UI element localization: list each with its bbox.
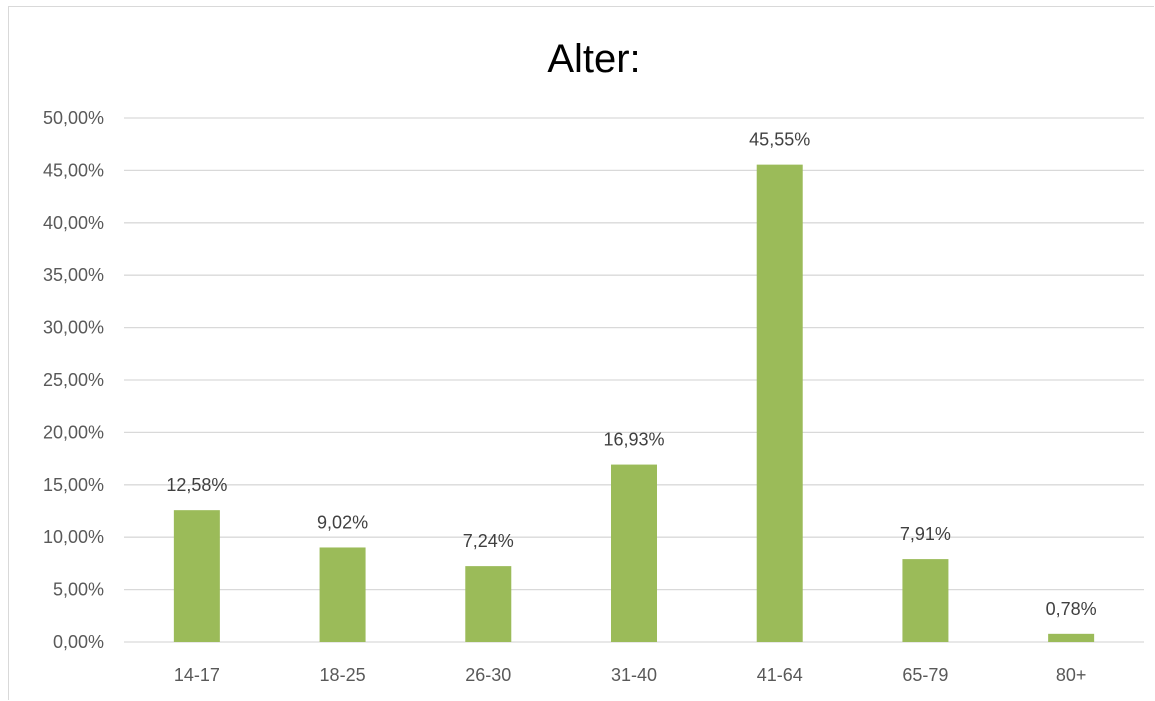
bar-18-25 [319, 547, 366, 642]
y-tick-label: 15,00% [43, 475, 104, 495]
y-tick-label: 40,00% [43, 213, 104, 233]
bar-80+ [1048, 633, 1095, 642]
x-tick-label: 18-25 [320, 665, 366, 685]
bar-14-17 [173, 510, 220, 642]
x-tick-label: 65-79 [902, 665, 948, 685]
x-axis-tick-labels: 14-17 18-25 26-30 31-40 41-64 65-79 80+ [174, 665, 1087, 685]
data-label-18-25: 9,02% [317, 512, 368, 532]
data-label-31-40: 16,93% [603, 430, 664, 450]
y-tick-label: 5,00% [53, 580, 104, 600]
y-tick-label: 20,00% [43, 422, 104, 442]
bar-26-30 [465, 566, 512, 642]
y-tick-label: 25,00% [43, 370, 104, 390]
y-axis-tick-labels: 0,00% 5,00% 10,00% 15,00% 20,00% 25,00% 30,00%… [43, 108, 104, 652]
x-tick-label: 26-30 [465, 665, 511, 685]
y-tick-label: 45,00% [43, 160, 104, 180]
y-tick-label: 0,00% [53, 632, 104, 652]
data-label-80+: 0,78% [1046, 599, 1097, 619]
y-tick-label: 30,00% [43, 318, 104, 338]
bar-31-40 [611, 464, 657, 642]
bar-65-79 [902, 559, 949, 642]
data-label-26-30: 7,24% [463, 531, 514, 551]
chart-frame [8, 6, 1154, 700]
x-tick-label: 14-17 [174, 665, 220, 685]
bar-41-64 [756, 164, 803, 643]
data-label-65-79: 7,91% [900, 524, 951, 544]
x-tick-label: 80+ [1056, 665, 1087, 685]
bars [173, 164, 1095, 643]
x-tick-label: 31-40 [611, 665, 657, 685]
y-tick-label: 35,00% [43, 265, 104, 285]
y-tick-label: 50,00% [43, 108, 104, 128]
x-tick-label: 41-64 [757, 665, 803, 685]
data-label-14-17: 12,58% [166, 475, 227, 495]
data-label-41-64: 45,55% [749, 130, 810, 150]
chart-title: Alter: [547, 37, 640, 81]
y-tick-label: 10,00% [43, 527, 104, 547]
data-labels: 12,58% 9,02% 7,24% 16,93% 45,55% 7,91% 0,78% [166, 130, 1096, 619]
